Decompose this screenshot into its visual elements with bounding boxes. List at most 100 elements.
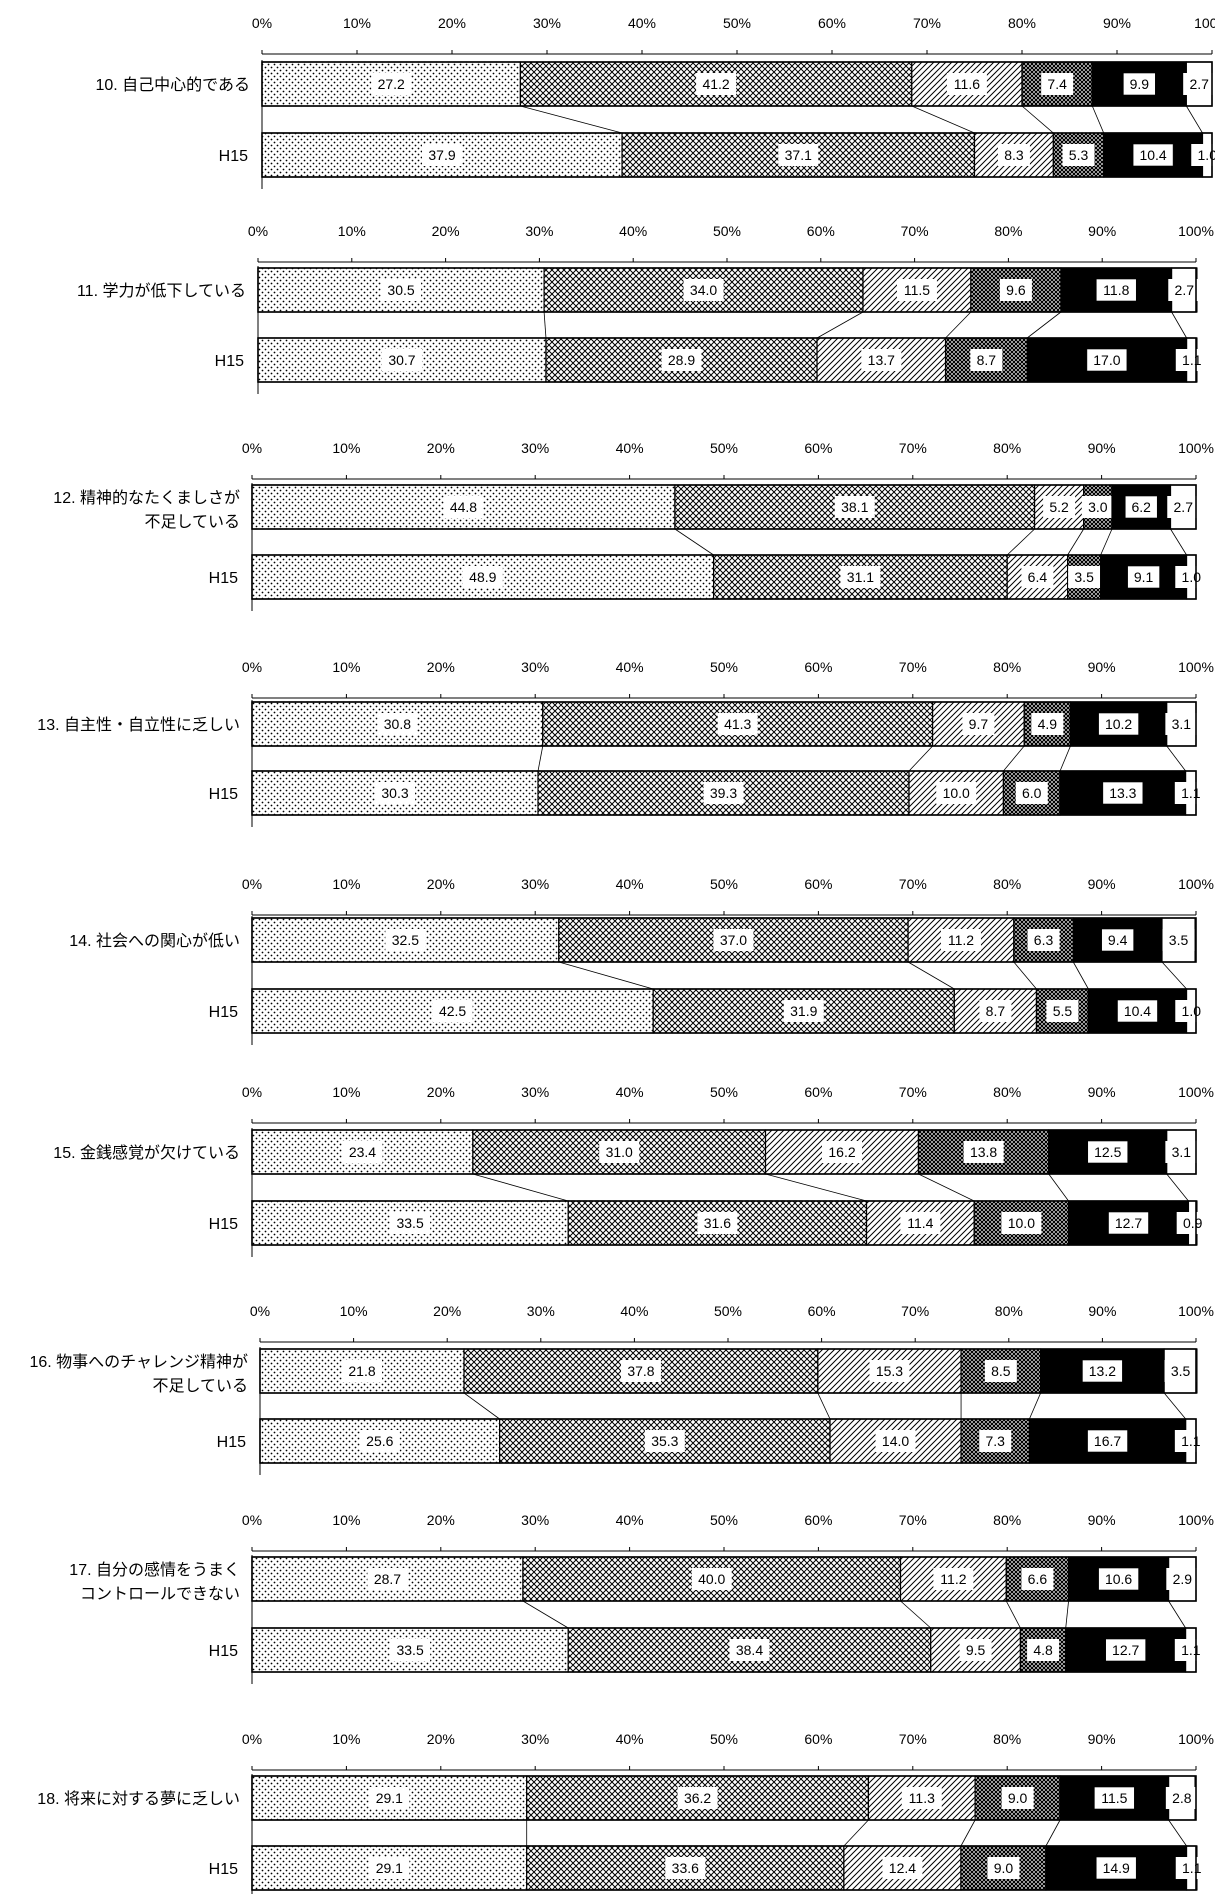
x-tick-label: 100% <box>1178 223 1214 239</box>
x-tick-label: 50% <box>710 440 738 456</box>
data-label-box <box>900 1212 941 1234</box>
data-label-box <box>369 1857 410 1879</box>
data-label: 8.7 <box>986 1003 1006 1019</box>
data-label-box <box>683 279 724 301</box>
data-label-box <box>963 1141 1004 1163</box>
connector-line <box>1186 105 1203 134</box>
x-tick-label: 60% <box>804 1084 832 1100</box>
x-tick-label: 70% <box>899 1084 927 1100</box>
x-tick-label: 40% <box>619 223 647 239</box>
x-tick-label: 10% <box>332 1731 360 1747</box>
connector-line <box>1006 528 1035 556</box>
data-label-box <box>390 1212 431 1234</box>
data-label: 25.6 <box>366 1433 393 1449</box>
data-label-box <box>1124 495 1158 519</box>
connector-line <box>1166 1173 1189 1202</box>
data-label-box <box>1105 1638 1146 1662</box>
x-tick-label: 30% <box>533 15 561 31</box>
x-tick-label: 80% <box>994 223 1022 239</box>
data-label: 38.1 <box>841 499 868 515</box>
data-label-box <box>677 1787 718 1809</box>
data-label: 11.5 <box>1101 1790 1127 1806</box>
data-label: 2.9 <box>1173 1571 1193 1587</box>
connector-line <box>1100 528 1113 556</box>
data-label-box <box>1031 713 1064 735</box>
data-label-box <box>1095 278 1137 302</box>
data-label-box <box>1101 928 1134 952</box>
data-label-box <box>1001 1787 1034 1809</box>
bar-group: 0% 10% 20% 30% 40% 50% 60% 70% 80% 90% 100% 16. 物事へ… <box>29 1303 1214 1475</box>
x-tick-label: 20% <box>427 659 455 675</box>
x-tick-label: 50% <box>714 1303 742 1319</box>
data-label-box <box>390 1639 431 1661</box>
data-label: 13.7 <box>868 352 895 368</box>
data-label-box <box>377 713 418 735</box>
data-label-box <box>422 144 463 166</box>
comparison-label: H15 <box>209 570 238 587</box>
data-label: 37.0 <box>720 932 747 948</box>
comparison-label: H15 <box>219 148 248 165</box>
data-label-box <box>661 349 702 371</box>
x-tick-label: 40% <box>616 1084 644 1100</box>
data-label: 11.8 <box>1103 282 1129 298</box>
data-label-box <box>1174 782 1207 804</box>
x-tick-label: 90% <box>1088 1512 1116 1528</box>
x-tick-label: 80% <box>1008 15 1036 31</box>
x-tick-label: 50% <box>710 1084 738 1100</box>
data-label-box <box>1165 1787 1198 1809</box>
connector-line <box>1013 961 1037 990</box>
connector-line <box>1048 1173 1069 1202</box>
data-label-box <box>342 1360 383 1382</box>
data-label: 9.0 <box>994 1860 1014 1876</box>
x-tick-label: 90% <box>1088 223 1116 239</box>
data-label-box <box>1175 566 1208 588</box>
data-label-box <box>1174 1430 1207 1452</box>
x-tick-label: 0% <box>250 1303 270 1319</box>
data-label: 9.9 <box>1130 76 1150 92</box>
comparison-label: H15 <box>217 1434 246 1451</box>
data-label-box <box>644 1430 685 1452</box>
x-tick-label: 70% <box>901 223 929 239</box>
connector-line <box>1026 311 1062 339</box>
data-label: 10.2 <box>1105 716 1132 732</box>
x-tick-label: 10% <box>343 15 371 31</box>
connector-line <box>1005 1600 1021 1629</box>
connector-line <box>817 1392 831 1420</box>
data-label: 40.0 <box>698 1571 725 1587</box>
connector-line <box>1170 528 1187 556</box>
data-label: 31.0 <box>606 1144 633 1160</box>
data-label: 5.5 <box>1053 1003 1073 1019</box>
connector-line <box>1168 1600 1186 1629</box>
data-label: 16.2 <box>828 1144 855 1160</box>
x-tick-label: 20% <box>427 876 455 892</box>
connector-line <box>558 961 654 990</box>
data-label: 17.0 <box>1093 352 1120 368</box>
bar-group: 0% 10% 20% 30% 40% 50% 60% 70% 80% 90% 100% 15. 金銭感… <box>53 1084 1214 1257</box>
x-tick-label: 90% <box>1088 659 1116 675</box>
data-label-box <box>901 1787 942 1809</box>
data-label-box <box>1162 929 1195 951</box>
data-label: 37.1 <box>785 147 812 163</box>
data-label-box <box>691 1568 732 1590</box>
data-label: 16.7 <box>1094 1433 1121 1449</box>
data-label: 10.0 <box>943 785 970 801</box>
data-label: 10.4 <box>1139 147 1166 163</box>
x-tick-label: 20% <box>427 1084 455 1100</box>
x-tick-label: 70% <box>901 1303 929 1319</box>
data-label-box <box>620 1360 661 1382</box>
data-label: 38.4 <box>736 1642 763 1658</box>
x-tick-label: 40% <box>616 440 644 456</box>
bar-segment <box>1028 1418 1187 1464</box>
x-tick-label: 10% <box>338 223 366 239</box>
category-label: 11. 学力が低下している <box>77 282 246 300</box>
connector-line <box>1021 105 1054 134</box>
x-tick-label: 10% <box>332 1512 360 1528</box>
data-label: 11.2 <box>948 932 974 948</box>
connector-line <box>543 311 547 339</box>
connector-line <box>816 311 864 339</box>
data-label-box <box>1167 496 1200 518</box>
x-tick-label: 20% <box>433 1303 461 1319</box>
data-label: 30.5 <box>387 282 414 298</box>
data-label-box <box>1175 349 1208 371</box>
